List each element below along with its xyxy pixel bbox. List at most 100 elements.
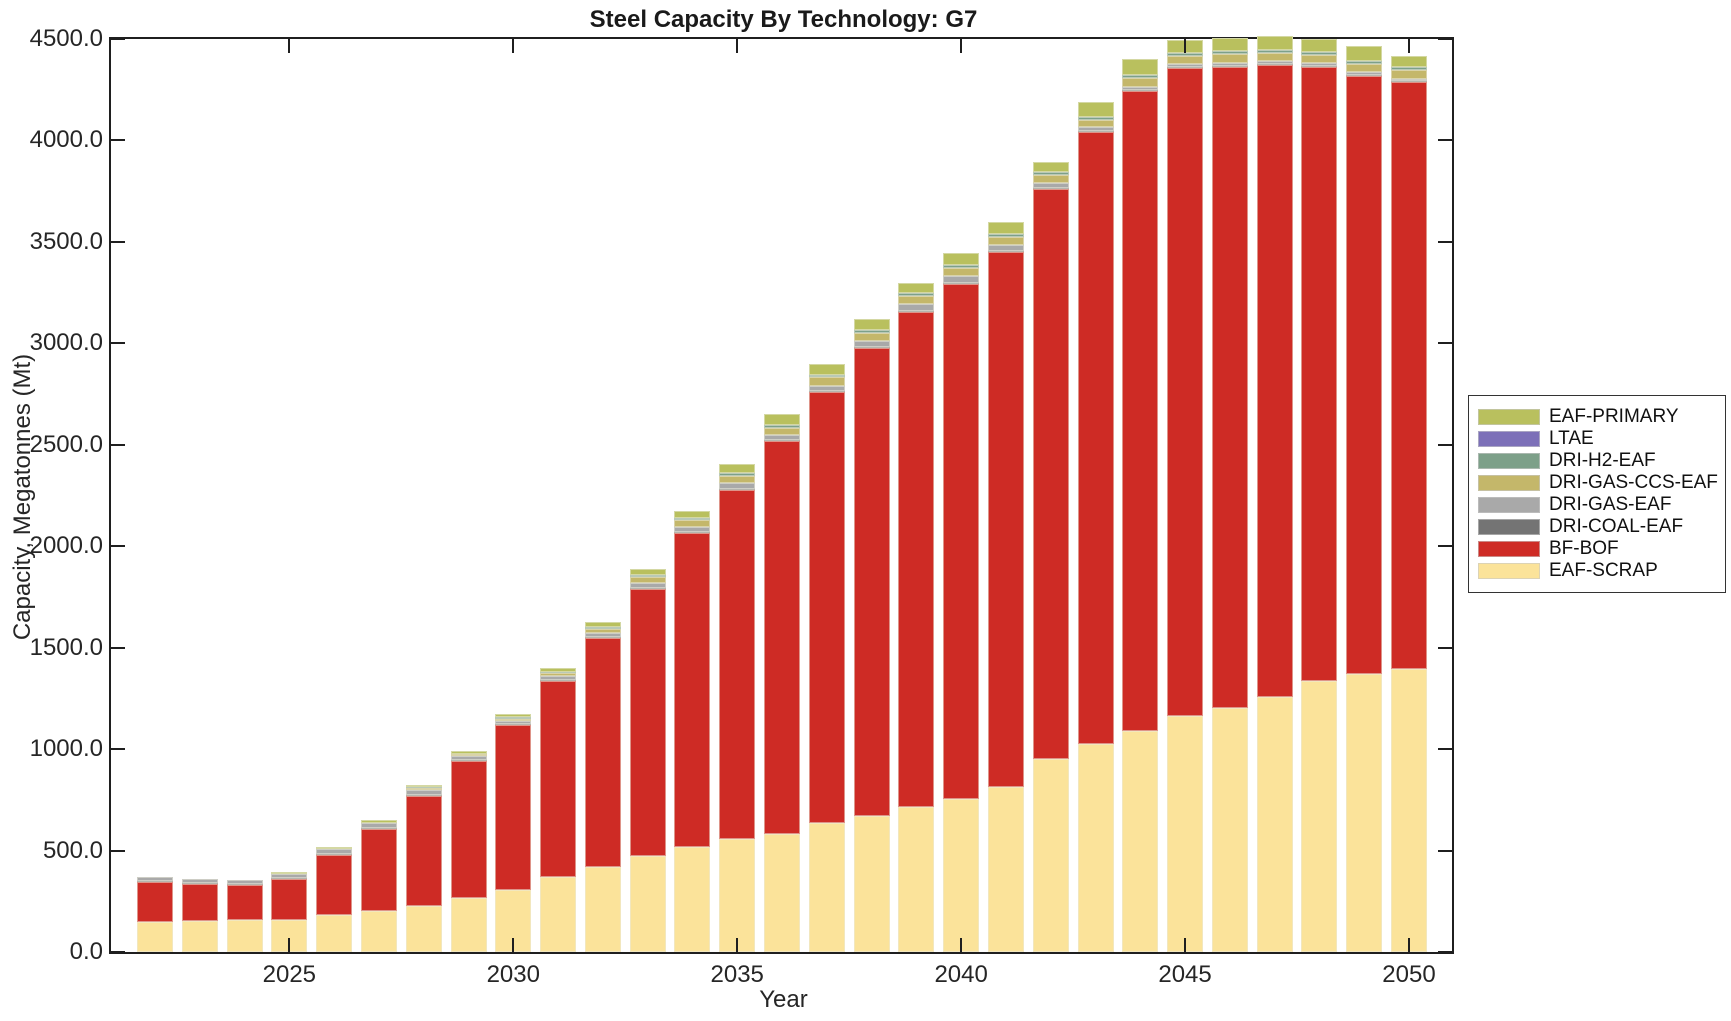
x-tick-top (960, 39, 963, 53)
bar-segment-dri-h2-eaf (674, 518, 711, 521)
bar-segment-eaf-scrap (584, 867, 621, 952)
bar-segment-eaf-scrap (1167, 716, 1204, 952)
bar-segment-bf-bof (1032, 189, 1069, 759)
bar-2025 (271, 871, 308, 952)
bar-segment-eaf-scrap (1301, 681, 1338, 952)
x-tick-label: 2040 (934, 961, 988, 988)
bar-2023 (181, 878, 218, 952)
bar-segment-dri-gas-ccs-eaf (764, 428, 800, 435)
bar-segment-dri-h2-eaf (1122, 75, 1159, 79)
bar-segment-dri-gas-ccs-eaf (450, 754, 487, 757)
bar-segment-dri-gas-ccs-eaf (1256, 52, 1293, 61)
x-tick-bottom (736, 938, 739, 952)
y-tick-left (111, 951, 125, 953)
bar-segment-dri-gas-eaf (181, 878, 218, 883)
bar-segment-eaf-scrap (629, 856, 666, 952)
bar-segment-eaf-scrap (137, 921, 173, 952)
bar-segment-dri-gas-ccs-eaf (853, 332, 890, 341)
legend-item-eaf-scrap: EAF-SCRAP (1478, 560, 1725, 582)
bar-segment-eaf-scrap (943, 798, 980, 952)
bar-segment-dri-gas-eaf (808, 385, 845, 392)
bar-segment-eaf-scrap (181, 920, 218, 952)
legend-swatch (1478, 541, 1540, 557)
bar-segment-dri-gas-eaf (360, 822, 397, 829)
bar-2036 (764, 414, 800, 952)
bar-2037 (808, 364, 845, 952)
bar-segment-dri-gas-eaf (316, 849, 353, 855)
bar-segment-dri-h2-eaf (808, 374, 845, 378)
legend-label: EAF-PRIMARY (1549, 406, 1679, 427)
bar-segment-dri-h2-eaf (1346, 60, 1383, 64)
x-tick-bottom (960, 938, 963, 952)
bar-segment-dri-h2-eaf (1032, 171, 1069, 175)
legend-label: BF-BOF (1549, 538, 1619, 559)
bar-segment-eaf-primary (1256, 35, 1293, 50)
bar-segment-dri-gas-eaf (943, 276, 980, 283)
bar-segment-dri-gas-eaf (495, 720, 532, 725)
bar-segment-eaf-primary (674, 510, 711, 519)
legend-label: LTAE (1549, 428, 1594, 449)
bar-segment-bf-bof (405, 796, 442, 907)
legend-swatch (1478, 431, 1540, 447)
bar-segment-eaf-primary (316, 846, 353, 849)
bar-segment-dri-gas-eaf (1032, 182, 1069, 189)
bar-segment-bf-bof (226, 884, 263, 920)
bar-segment-bf-bof (540, 680, 577, 877)
x-tick-top (288, 39, 291, 53)
bar-segment-dri-h2-eaf (943, 265, 980, 268)
bar-segment-eaf-scrap (898, 807, 935, 952)
y-tick-label: 2500.0 (29, 430, 103, 458)
bar-2050 (1391, 56, 1427, 952)
bar-segment-eaf-scrap (764, 833, 800, 952)
bar-segment-dri-gas-ccs-eaf (719, 475, 756, 483)
bar-segment-dri-gas-ccs-eaf (674, 520, 711, 527)
bar-segment-bf-bof (674, 533, 711, 848)
bar-segment-bf-bof (181, 883, 218, 921)
bar-segment-eaf-primary (719, 463, 756, 474)
bar-segment-dri-gas-eaf (853, 340, 890, 348)
x-tick-label: 2050 (1382, 961, 1436, 988)
bar-segment-bf-bof (316, 855, 353, 915)
y-tick-label: 3000.0 (29, 329, 103, 357)
bar-segment-eaf-primary (540, 667, 577, 672)
bar-segment-eaf-primary (987, 222, 1024, 235)
bar-segment-eaf-scrap (987, 787, 1024, 952)
bar-2035 (719, 463, 756, 952)
y-tick-left (111, 545, 125, 548)
x-tick-bottom (1184, 938, 1187, 952)
y-tick-right (1438, 646, 1452, 649)
x-tick-top (736, 39, 739, 53)
bar-segment-dri-gas-eaf (1122, 86, 1159, 90)
bar-segment-dri-h2-eaf (987, 234, 1024, 238)
bar-segment-eaf-scrap (853, 816, 890, 952)
bar-segment-eaf-scrap (1346, 673, 1383, 952)
bar-2048 (1301, 39, 1338, 952)
bar-segment-eaf-scrap (1032, 758, 1069, 952)
bar-segment-dri-gas-ccs-eaf (898, 295, 935, 305)
y-tick-label: 4500.0 (29, 25, 103, 52)
bar-segment-eaf-primary (1211, 38, 1248, 52)
bar-segment-eaf-scrap (1391, 668, 1427, 952)
bar-segment-dri-gas-ccs-eaf (1391, 70, 1427, 79)
bar-segment-dri-gas-eaf (898, 304, 935, 311)
bar-2049 (1346, 46, 1383, 952)
y-tick-right (1438, 545, 1452, 548)
bar-segment-eaf-scrap (360, 910, 397, 952)
y-tick-label: 500.0 (42, 836, 103, 864)
bar-segment-bf-bof (987, 252, 1024, 788)
bar-segment-eaf-primary (450, 751, 487, 754)
bar-segment-dri-gas-eaf (1346, 71, 1383, 75)
bar-segment-dri-gas-eaf (987, 244, 1024, 252)
legend-label: DRI-GAS-EAF (1549, 494, 1672, 515)
bar-segment-dri-h2-eaf (853, 329, 890, 333)
y-tick-left (111, 646, 125, 649)
bar-segment-eaf-primary (943, 253, 980, 266)
bar-2027 (360, 819, 397, 952)
bar-segment-dri-gas-eaf (1211, 62, 1248, 66)
x-tick-bottom (288, 938, 291, 952)
bar-segment-eaf-primary (898, 282, 935, 294)
bar-segment-dri-gas-eaf (1167, 63, 1204, 67)
bar-2047 (1256, 35, 1293, 952)
bar-2042 (1032, 161, 1069, 952)
bar-segment-eaf-scrap (719, 839, 756, 952)
